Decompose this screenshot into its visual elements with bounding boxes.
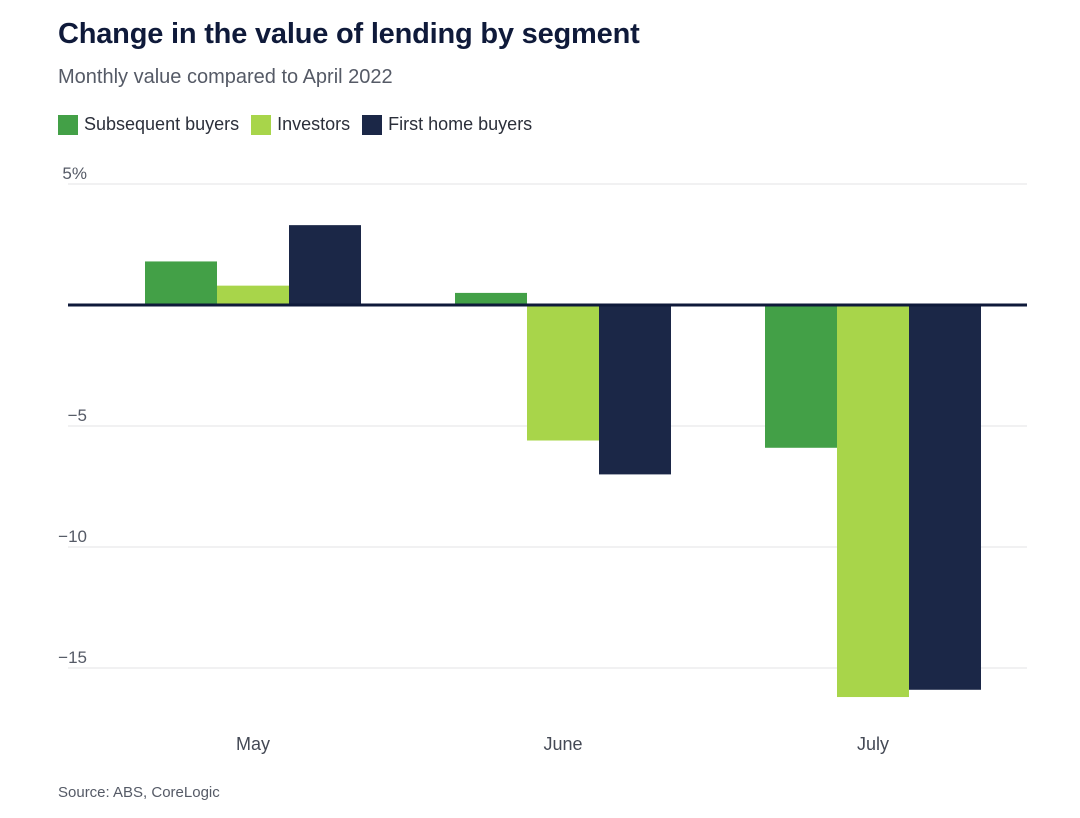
legend-item-first-home-buyers: First home buyers [362,114,532,135]
bar-subsequent-buyers-may [145,261,217,305]
x-category-label: May [236,734,270,754]
y-tick-label: 5% [62,164,87,183]
legend-label-first-home-buyers: First home buyers [388,114,533,134]
legend-swatch-investors [251,114,272,135]
bar-subsequent-buyers-june [455,292,527,305]
legend-swatch-first-home-buyers [362,114,383,135]
legend-item-investors: Investors [251,114,350,135]
legend-label-subsequent-buyers: Subsequent buyers [84,114,240,134]
y-tick-label: −5 [68,406,87,425]
y-tick-label: −15 [58,648,87,667]
legend-item-subsequent-buyers: Subsequent buyers [58,114,239,135]
x-category-label: July [857,734,889,754]
bar-investors-may [217,285,289,305]
bar-investors-july [837,305,909,698]
chart-subtitle: Monthly value compared to April 2022 [58,66,393,88]
source-note: Source: ABS, CoreLogic [58,784,220,801]
chart-title: Change in the value of lending by segmen… [58,18,640,50]
legend-swatch-subsequent-buyers [58,114,78,135]
legend: Subsequent buyers Investors First home b… [58,114,544,135]
legend-label-investors: Investors [277,114,351,134]
bar-first-home-buyers-july [909,305,981,690]
bar-first-home-buyers-june [599,305,671,475]
bar-investors-june [527,305,599,441]
bar-first-home-buyers-may [289,225,361,305]
y-tick-label: −10 [58,527,87,546]
x-category-label: June [543,734,582,754]
bar-subsequent-buyers-july [765,305,837,448]
